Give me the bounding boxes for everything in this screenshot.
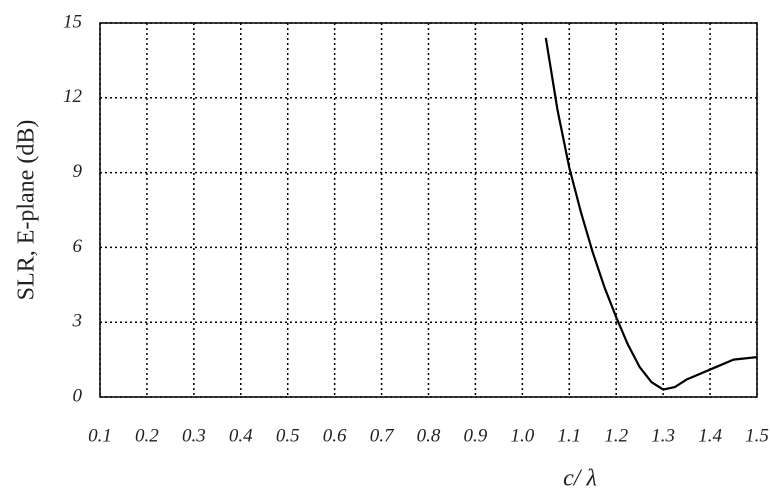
x-tick-label: 0.6 (323, 425, 347, 446)
y-tick-label: 12 (63, 86, 83, 107)
x-tick-label: 1.5 (745, 425, 769, 446)
y-tick-label: 0 (73, 385, 83, 406)
x-tick-label: 1.0 (510, 425, 534, 446)
x-axis-label: c/ λ (563, 466, 597, 492)
x-tick-label: 0.3 (182, 425, 206, 446)
x-tick-label: 1.3 (651, 425, 675, 446)
y-axis-label: SLR, E-plane (dB) (14, 120, 40, 301)
x-tick-label: 0.1 (88, 425, 112, 446)
y-tick-label: 3 (72, 311, 83, 332)
y-tick-label: 9 (73, 161, 83, 182)
x-tick-label: 0.8 (417, 425, 441, 446)
data-line (544, 37, 758, 391)
x-tick-label: 1.4 (698, 425, 722, 446)
plot-frame (99, 22, 758, 398)
y-tick-label: 15 (63, 11, 82, 32)
x-tick-label: 0.4 (229, 425, 253, 446)
y-tick-label: 6 (73, 236, 83, 257)
x-tick-label: 0.9 (464, 425, 488, 446)
x-tick-label: 0.2 (135, 425, 159, 446)
x-tick-label: 0.5 (276, 425, 300, 446)
x-tick-label: 1.1 (557, 425, 581, 446)
x-tick-label: 0.7 (370, 425, 395, 446)
x-tick-label: 1.2 (604, 425, 628, 446)
